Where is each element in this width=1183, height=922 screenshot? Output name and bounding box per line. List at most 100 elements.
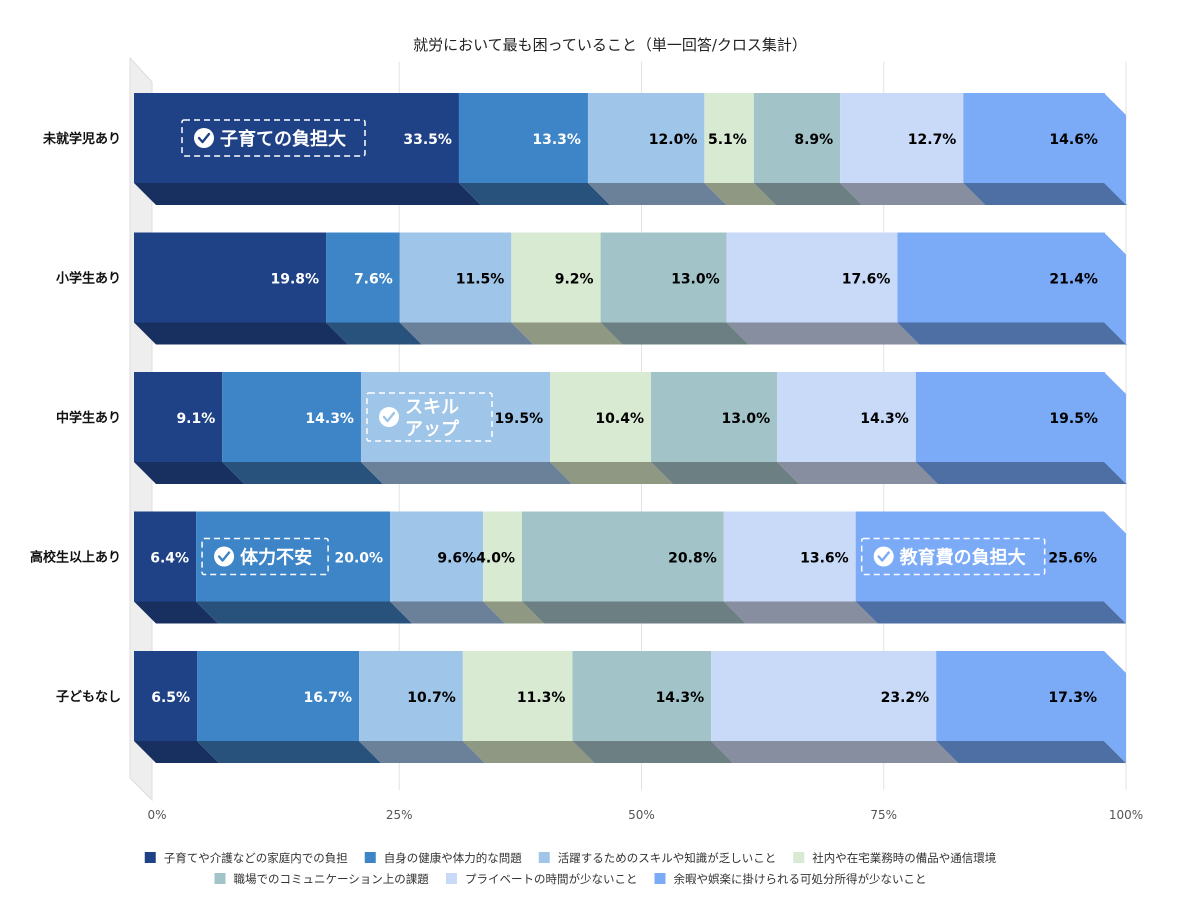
bar-segment xyxy=(458,93,588,183)
legend-label: 子育てや介護などの家庭内での負担 xyxy=(164,851,348,865)
bar-segment xyxy=(777,372,916,462)
bar-segment-bottom-face xyxy=(134,741,220,763)
bar-segment-bottom-face xyxy=(399,322,534,345)
annotation-text: 教育費の負担大 xyxy=(900,547,1026,569)
legend-item: プライベートの時間が少ないこと xyxy=(446,872,638,886)
bar-end-face xyxy=(1104,232,1126,345)
bar-value-label: 12.7% xyxy=(908,132,957,148)
legend-label: 活躍するためのスキルや知識が乏しいこと xyxy=(558,851,777,865)
bar-value-label: 10.7% xyxy=(407,690,456,706)
bar-segment-bottom-face xyxy=(723,601,878,624)
bar-segment-bottom-face xyxy=(711,741,959,763)
bar-value-label: 9.6% xyxy=(437,551,476,567)
bar-segment-bottom-face xyxy=(704,183,776,205)
bar-end-face xyxy=(1104,651,1126,763)
bar-segment xyxy=(134,372,223,462)
bar-segment xyxy=(550,372,652,462)
bar-row: 6.5% 16.7% 10.7% 11.3% 14.3% 23.2% 17.3% xyxy=(134,651,1126,763)
category-label: 子どもなし xyxy=(56,690,121,705)
bar-segment-bottom-face xyxy=(511,322,623,345)
bar-segment-bottom-face xyxy=(777,462,938,484)
check-circle-icon xyxy=(873,546,894,567)
bar-segment xyxy=(134,511,197,602)
check-mark-icon xyxy=(197,132,211,144)
bar-end-face xyxy=(1104,511,1126,624)
bar-segment-bottom-face xyxy=(572,741,734,763)
bar-row: 9.1% 14.3% 19.5% 10.4% 13.0% 14.3% 19.5% xyxy=(134,372,1127,484)
bar-segment xyxy=(326,232,400,323)
bar-value-label: 14.6% xyxy=(1049,132,1098,148)
bar-segment-bottom-face xyxy=(134,601,219,624)
bar-segment-bottom-face xyxy=(600,322,749,345)
bar-value-label: 20.8% xyxy=(668,551,717,567)
legend-item: 余暇や娯楽に掛けられる可処分所得が少ないこと xyxy=(654,872,927,886)
category-label: 小学生あり xyxy=(56,271,121,287)
bar-segment-bottom-face xyxy=(483,601,544,624)
bar-segment-bottom-face xyxy=(753,183,863,205)
bar-segment xyxy=(840,93,964,183)
legend-label: 自身の健康や体力的な問題 xyxy=(384,851,522,865)
bar-segment xyxy=(522,511,724,602)
bar-segment xyxy=(134,93,459,183)
bar-segment-bottom-face xyxy=(840,183,986,205)
bar-segment-bottom-face xyxy=(855,601,1126,624)
bar-segment xyxy=(134,651,198,741)
chart-title: 就労において最も困っていること（単一回答/クロス集計） xyxy=(413,36,807,54)
bar-value-label: 20.0% xyxy=(335,551,384,567)
check-mark-icon xyxy=(217,551,231,562)
bar-segment-bottom-face xyxy=(134,462,245,484)
bar-row: 33.5% 13.3% 12.0% 5.1% 8.9% 12.7% 14.6% xyxy=(134,93,1127,205)
legend-label: プライベートの時間が少ないこと xyxy=(465,872,638,886)
annotation-callout: 教育費の負担大 xyxy=(860,537,1046,576)
bar-segment xyxy=(753,93,841,183)
bar-row: 6.4% 20.0% 9.6% 4.0% 20.8% 13.6% 25.6% xyxy=(134,511,1126,624)
legend-item: 職場でのコミュニケーション上の課題 xyxy=(214,872,429,886)
annotation-box xyxy=(860,537,1046,576)
legend-item: 活躍するためのスキルや知識が乏しいこと xyxy=(538,851,777,865)
legend-item: 自身の健康や体力的な問題 xyxy=(364,851,522,865)
bar-value-label: 8.9% xyxy=(794,132,833,148)
check-circle-icon xyxy=(194,128,214,148)
bar-value-label: 6.5% xyxy=(151,690,190,706)
legend-swatch xyxy=(654,873,666,884)
bar-value-label: 16.7% xyxy=(303,690,352,706)
x-tick-label: 25% xyxy=(386,808,413,822)
category-label: 高校生以上あり xyxy=(30,550,121,566)
bar-segment-bottom-face xyxy=(326,322,422,345)
legend-item: 社内や在宅業務時の備品や通信環境 xyxy=(793,851,996,865)
legend-swatch xyxy=(793,852,805,863)
legend-swatch xyxy=(364,852,376,863)
bar-value-label: 13.3% xyxy=(532,132,581,148)
bar-segment-bottom-face xyxy=(726,322,920,345)
legend: 子育てや介護などの家庭内での負担 自身の健康や体力的な問題 活躍するためのスキルや知… xyxy=(144,851,996,886)
annotation-text: アップ xyxy=(405,418,460,440)
bar-segment xyxy=(704,93,754,183)
bar-value-label: 19.8% xyxy=(270,272,319,288)
annotation-callout: 子育ての負担大 xyxy=(181,119,366,157)
bar-end-face xyxy=(1104,372,1126,484)
check-circle-icon xyxy=(214,546,235,567)
legend-label: 社内や在宅業務時の備品や通信環境 xyxy=(812,851,996,865)
x-axis-ticks: 0% 25% 50% 75% 100% xyxy=(147,808,1143,822)
bar-value-label: 17.6% xyxy=(842,272,891,288)
annotation-box xyxy=(366,392,493,442)
bar-value-label: 23.2% xyxy=(881,690,930,706)
category-label: 中学生あり xyxy=(56,410,121,426)
bars: 33.5% 13.3% 12.0% 5.1% 8.9% 12.7% 14.6% 19.8% 7.… xyxy=(134,93,1127,763)
bar-segment-bottom-face xyxy=(390,601,506,624)
bar-segment xyxy=(915,372,1105,462)
bar-value-label: 11.5% xyxy=(456,272,505,288)
bar-segment-bottom-face xyxy=(522,601,746,624)
legend-label: 余暇や娯楽に掛けられる可処分所得が少ないこと xyxy=(674,872,927,886)
bar-value-label: 13.0% xyxy=(722,411,771,427)
bar-value-label: 10.4% xyxy=(595,411,644,427)
bar-value-label: 14.3% xyxy=(656,690,705,706)
bar-segment xyxy=(897,232,1105,323)
bar-segment xyxy=(963,93,1105,183)
check-mark-icon xyxy=(382,411,396,423)
bar-segment xyxy=(587,93,705,183)
annotation-box xyxy=(201,537,329,576)
category-label: 未就学児あり xyxy=(42,131,121,147)
